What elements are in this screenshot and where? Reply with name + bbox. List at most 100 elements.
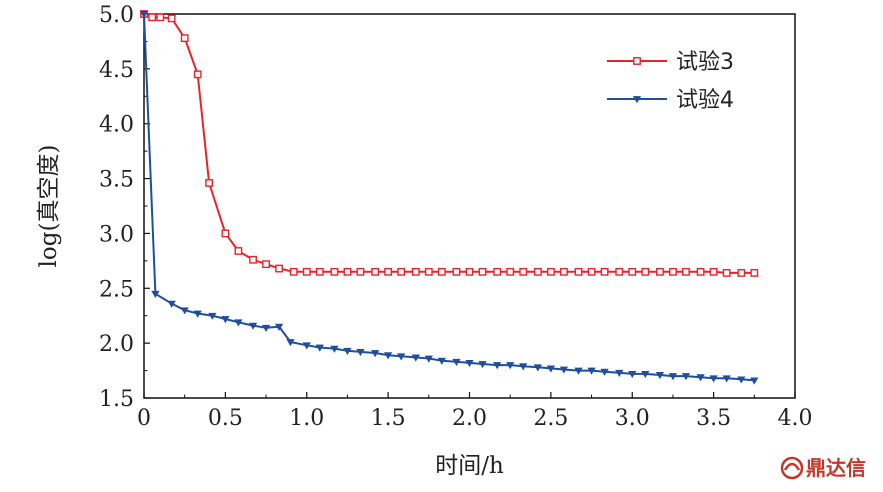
data-point bbox=[249, 255, 257, 264]
data-point bbox=[151, 290, 160, 298]
legend-item: 试验4 bbox=[607, 88, 734, 113]
data-point bbox=[234, 247, 243, 255]
data-point bbox=[302, 342, 311, 350]
y-tick-label: 2.0 bbox=[99, 332, 134, 357]
data-point bbox=[656, 267, 664, 276]
series-1 bbox=[140, 10, 759, 277]
data-point bbox=[370, 350, 380, 358]
data-point bbox=[696, 374, 705, 382]
series-layer bbox=[139, 10, 759, 385]
data-point bbox=[167, 14, 176, 23]
watermark: 鼎达信 bbox=[780, 456, 866, 480]
x-axis-title: 时间/h bbox=[435, 453, 504, 479]
data-point bbox=[669, 267, 677, 276]
data-point bbox=[493, 362, 502, 370]
data-point bbox=[682, 267, 690, 276]
data-point bbox=[600, 368, 609, 376]
data-point bbox=[275, 264, 283, 273]
y-tick-label: 3.0 bbox=[99, 222, 134, 247]
dingdaxin-logo-icon bbox=[780, 456, 804, 480]
data-point bbox=[286, 339, 295, 347]
data-point bbox=[519, 363, 528, 371]
data-point bbox=[737, 376, 746, 384]
x-tick-label: 1.0 bbox=[289, 406, 324, 431]
x-tick-label: 3.0 bbox=[615, 406, 650, 431]
data-point bbox=[167, 300, 176, 308]
data-point bbox=[709, 375, 718, 383]
y-axis: 1.5 2.0 2.5 3.0 3.5 4.0 4.5 5.0 bbox=[99, 3, 150, 412]
x-tick-label: 0 bbox=[137, 406, 151, 431]
data-point bbox=[587, 267, 596, 276]
data-point bbox=[574, 367, 583, 375]
data-point bbox=[315, 344, 324, 352]
data-point bbox=[546, 267, 555, 276]
data-point bbox=[641, 267, 650, 276]
data-point bbox=[289, 267, 298, 276]
data-point bbox=[205, 179, 213, 187]
data-point bbox=[696, 267, 705, 276]
data-point bbox=[371, 267, 380, 276]
data-point bbox=[615, 369, 624, 377]
data-point bbox=[737, 269, 746, 277]
data-point bbox=[437, 267, 446, 276]
data-point bbox=[221, 316, 230, 324]
data-point bbox=[655, 372, 665, 380]
data-point bbox=[478, 267, 487, 276]
series-2 bbox=[139, 11, 759, 385]
legend-marker bbox=[633, 57, 641, 65]
data-point bbox=[262, 260, 270, 269]
data-point bbox=[506, 267, 515, 276]
x-tick-label: 2.5 bbox=[533, 406, 568, 431]
data-point bbox=[208, 312, 217, 320]
x-tick-label: 3.5 bbox=[696, 406, 731, 431]
data-point bbox=[452, 267, 461, 276]
data-point bbox=[668, 373, 678, 381]
data-point bbox=[148, 13, 157, 22]
data-point bbox=[330, 345, 339, 353]
x-tick-label: 0.5 bbox=[208, 406, 243, 431]
data-point bbox=[343, 267, 352, 276]
data-point bbox=[343, 347, 352, 356]
data-point bbox=[193, 70, 202, 79]
data-point bbox=[750, 269, 759, 277]
data-point bbox=[533, 364, 542, 372]
data-point bbox=[156, 13, 165, 22]
data-point bbox=[261, 324, 271, 332]
data-point bbox=[248, 322, 258, 330]
y-tick-label: 2.5 bbox=[99, 277, 134, 302]
data-point bbox=[424, 355, 433, 363]
watermark-text: 鼎达信 bbox=[806, 456, 866, 480]
y-tick-label: 3.5 bbox=[99, 168, 134, 193]
data-point bbox=[533, 267, 542, 276]
data-point bbox=[493, 267, 502, 276]
data-point bbox=[722, 375, 731, 383]
data-point bbox=[628, 267, 637, 276]
legend-label: 试验4 bbox=[676, 88, 734, 113]
data-point bbox=[139, 11, 149, 19]
data-point bbox=[628, 370, 637, 379]
x-tick-label: 1.5 bbox=[371, 406, 406, 431]
data-point bbox=[681, 373, 691, 381]
data-point bbox=[750, 377, 759, 385]
data-point bbox=[478, 361, 487, 369]
data-point bbox=[437, 357, 446, 365]
data-point bbox=[274, 323, 284, 331]
series-line bbox=[143, 13, 755, 274]
data-point bbox=[615, 267, 624, 276]
data-point bbox=[722, 269, 731, 277]
legend-marker bbox=[632, 96, 642, 104]
x-tick-label: 4.0 bbox=[778, 406, 813, 431]
data-point bbox=[587, 367, 596, 375]
data-point bbox=[397, 267, 406, 276]
data-point bbox=[559, 267, 568, 276]
series-line bbox=[143, 13, 755, 382]
x-tick-label: 2.0 bbox=[452, 406, 487, 431]
legend-label: 试验3 bbox=[676, 50, 734, 75]
data-point bbox=[519, 267, 528, 276]
data-point bbox=[234, 319, 243, 327]
y-tick-label: 4.0 bbox=[99, 113, 134, 138]
y-tick-label: 4.5 bbox=[99, 58, 134, 83]
data-point bbox=[180, 307, 189, 315]
data-point bbox=[221, 229, 230, 238]
data-point bbox=[559, 366, 569, 374]
